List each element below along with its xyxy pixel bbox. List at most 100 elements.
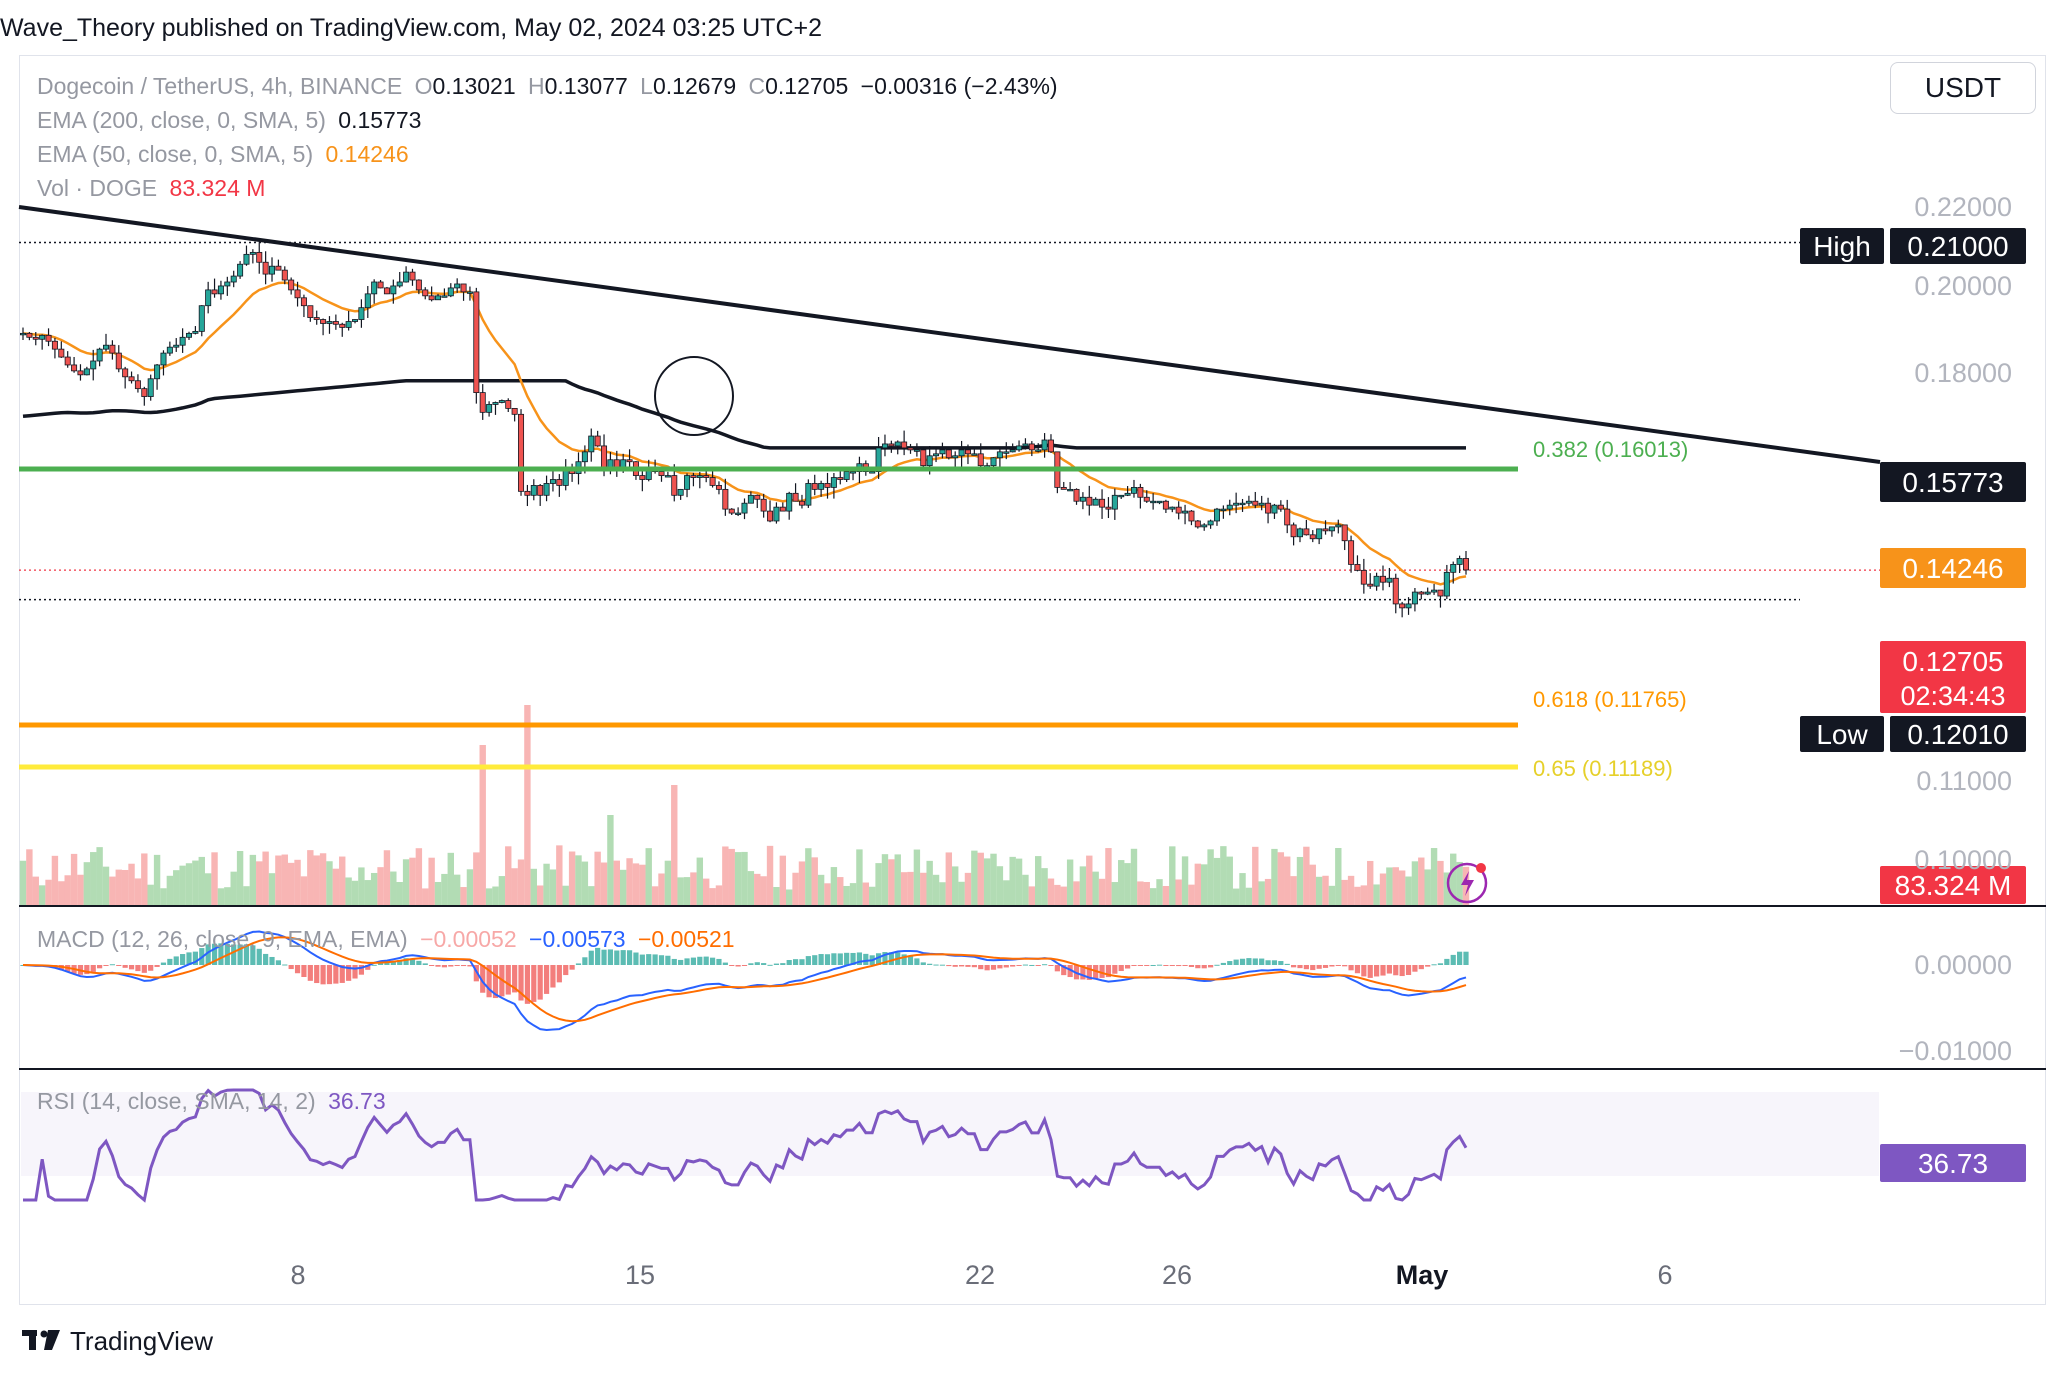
candle[interactable] bbox=[428, 286, 435, 302]
candle[interactable] bbox=[224, 276, 231, 296]
candle[interactable] bbox=[805, 479, 812, 508]
candle[interactable] bbox=[1367, 573, 1374, 589]
candle[interactable] bbox=[339, 322, 346, 337]
candle[interactable] bbox=[1092, 497, 1099, 506]
candle[interactable] bbox=[1182, 504, 1189, 525]
candle[interactable] bbox=[383, 286, 390, 295]
candle[interactable] bbox=[1316, 528, 1323, 545]
candle[interactable] bbox=[1405, 597, 1412, 615]
candle[interactable] bbox=[907, 443, 914, 454]
candle[interactable] bbox=[505, 398, 512, 413]
candle[interactable] bbox=[1354, 555, 1361, 572]
candle[interactable] bbox=[1392, 573, 1399, 614]
candle[interactable] bbox=[549, 468, 556, 492]
candle[interactable] bbox=[894, 440, 901, 455]
legend-rsi-line[interactable]: RSI (14, close, SMA, 14, 2) 36.73 bbox=[37, 1088, 392, 1115]
descending-trendline[interactable] bbox=[18, 205, 1881, 464]
candle[interactable] bbox=[996, 447, 1003, 470]
candle[interactable] bbox=[824, 472, 831, 499]
candle[interactable] bbox=[818, 480, 825, 497]
candle[interactable] bbox=[1207, 519, 1214, 529]
candle[interactable] bbox=[77, 364, 84, 381]
candle[interactable] bbox=[466, 286, 473, 301]
candle[interactable] bbox=[1188, 510, 1195, 526]
candle[interactable] bbox=[377, 280, 384, 289]
candle[interactable] bbox=[779, 502, 786, 512]
candle[interactable] bbox=[773, 502, 780, 524]
candle[interactable] bbox=[39, 334, 46, 350]
candle[interactable] bbox=[1411, 587, 1418, 612]
candle[interactable] bbox=[913, 443, 920, 457]
candle[interactable] bbox=[1328, 526, 1335, 537]
replay-icon[interactable] bbox=[1446, 862, 1488, 904]
candle[interactable] bbox=[294, 281, 301, 307]
candle[interactable] bbox=[1424, 587, 1431, 596]
candle[interactable] bbox=[1028, 441, 1035, 457]
candle[interactable] bbox=[498, 399, 505, 404]
candle[interactable] bbox=[1143, 490, 1150, 503]
candle[interactable] bbox=[594, 430, 601, 447]
highlight-circle-annotation[interactable] bbox=[654, 356, 734, 436]
candle[interactable] bbox=[237, 261, 244, 279]
candle[interactable] bbox=[288, 277, 295, 295]
candle[interactable] bbox=[677, 488, 684, 500]
candle[interactable] bbox=[198, 305, 205, 337]
candle[interactable] bbox=[843, 470, 850, 482]
candle[interactable] bbox=[307, 305, 314, 322]
candle[interactable] bbox=[128, 371, 135, 384]
ema200-line[interactable] bbox=[22, 379, 1466, 450]
candle[interactable] bbox=[1150, 493, 1157, 510]
candle[interactable] bbox=[364, 286, 371, 318]
candle[interactable] bbox=[556, 474, 563, 497]
candle[interactable] bbox=[875, 436, 882, 479]
candle[interactable] bbox=[1079, 492, 1086, 510]
candle[interactable] bbox=[230, 270, 237, 288]
candle[interactable] bbox=[888, 440, 895, 453]
candle[interactable] bbox=[1105, 497, 1112, 519]
candle[interactable] bbox=[1277, 500, 1284, 512]
candle[interactable] bbox=[530, 479, 537, 501]
candle[interactable] bbox=[735, 507, 742, 517]
legend-volume-line[interactable]: Vol · DOGE 83.324 M bbox=[37, 175, 271, 202]
candle[interactable] bbox=[1284, 499, 1291, 534]
candle[interactable] bbox=[1290, 522, 1297, 546]
candle[interactable] bbox=[786, 491, 793, 520]
candle[interactable] bbox=[1111, 488, 1118, 520]
candle[interactable] bbox=[415, 279, 422, 295]
legend-ema50-line[interactable]: EMA (50, close, 0, SMA, 5) 0.14246 bbox=[37, 141, 415, 168]
legend-macd-line[interactable]: MACD (12, 26, close, 9, EMA, EMA) −0.000… bbox=[37, 926, 741, 953]
candle[interactable] bbox=[1016, 440, 1023, 452]
candle[interactable] bbox=[1022, 438, 1029, 450]
candle[interactable] bbox=[51, 337, 58, 359]
candle[interactable] bbox=[1303, 519, 1310, 536]
candle[interactable] bbox=[262, 251, 269, 285]
candle[interactable] bbox=[256, 242, 263, 274]
candle[interactable] bbox=[173, 338, 180, 352]
candle[interactable] bbox=[1309, 530, 1316, 543]
candle[interactable] bbox=[269, 257, 276, 282]
candle[interactable] bbox=[1175, 501, 1182, 520]
candle[interactable] bbox=[447, 283, 454, 298]
candle[interactable] bbox=[26, 331, 33, 341]
candle[interactable] bbox=[1252, 491, 1259, 509]
candle[interactable] bbox=[479, 384, 486, 420]
candle[interactable] bbox=[1035, 443, 1042, 453]
candle[interactable] bbox=[243, 245, 250, 266]
candle[interactable] bbox=[1118, 494, 1125, 499]
candle[interactable] bbox=[1047, 434, 1054, 453]
candle[interactable] bbox=[1399, 601, 1406, 618]
candle[interactable] bbox=[1124, 486, 1131, 497]
candle[interactable] bbox=[1245, 495, 1252, 507]
candle[interactable] bbox=[115, 345, 122, 373]
candle[interactable] bbox=[1456, 555, 1463, 573]
candle[interactable] bbox=[1169, 506, 1176, 513]
candle[interactable] bbox=[1041, 433, 1048, 458]
candle[interactable] bbox=[901, 430, 908, 456]
candle[interactable] bbox=[249, 249, 256, 264]
candle[interactable] bbox=[281, 266, 288, 285]
candle[interactable] bbox=[422, 287, 429, 300]
candle[interactable] bbox=[300, 294, 307, 318]
candle[interactable] bbox=[1213, 507, 1220, 526]
candle[interactable] bbox=[320, 318, 327, 336]
